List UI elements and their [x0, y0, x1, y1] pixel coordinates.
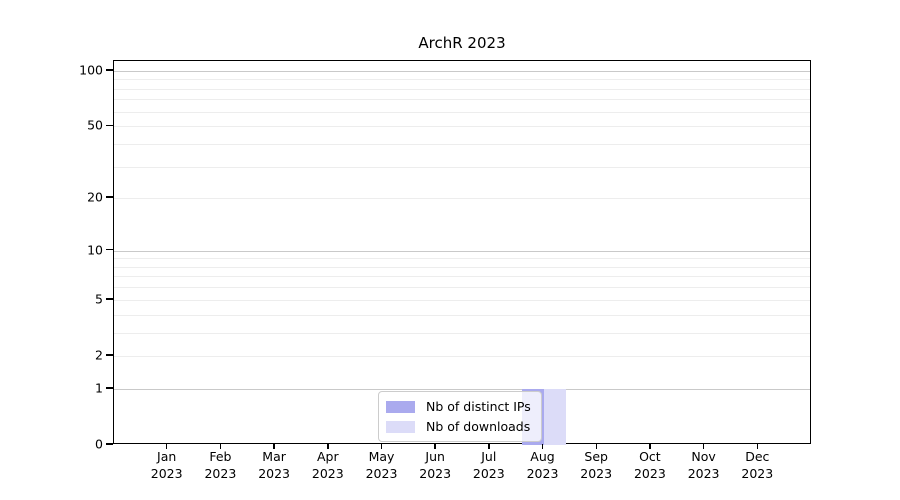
- y-tick-mark: [106, 298, 113, 300]
- x-tick-label: Oct 2023: [634, 449, 666, 482]
- x-tick-month: Dec: [745, 449, 770, 464]
- x-tick-label: Aug 2023: [527, 449, 559, 482]
- x-tick-mark: [756, 444, 759, 449]
- gridline-minor: [114, 126, 810, 128]
- gridline-minor: [114, 258, 810, 260]
- x-tick-mark: [165, 444, 168, 449]
- x-tick-year: 2023: [150, 465, 183, 481]
- x-tick-mark: [380, 444, 383, 449]
- x-tick-mark: [327, 444, 329, 449]
- y-tick-mark: [106, 69, 113, 71]
- x-tick-month: Jan: [157, 449, 177, 464]
- x-tick-month: May: [368, 449, 395, 464]
- legend-item: Nb of downloads: [386, 419, 531, 434]
- x-tick-mark: [649, 444, 651, 449]
- x-tick-year: 2023: [365, 465, 398, 481]
- x-tick-month: Jul: [481, 449, 497, 464]
- x-tick-mark: [488, 444, 490, 449]
- y-tick-label: 1: [95, 380, 103, 396]
- gridline-major: [114, 388, 810, 390]
- y-tick-mark: [106, 248, 113, 251]
- x-tick-year: 2023: [741, 465, 774, 481]
- gridline-minor: [114, 166, 810, 168]
- x-tick-year: 2023: [258, 465, 290, 481]
- x-tick-label: Feb 2023: [204, 449, 236, 482]
- y-tick-label: 20: [87, 189, 103, 205]
- x-tick-year: 2023: [526, 465, 559, 481]
- gridline-minor: [114, 79, 810, 81]
- x-tick-label: Dec 2023: [741, 449, 773, 482]
- gridline-minor: [114, 99, 810, 101]
- y-tick-label: 2: [95, 347, 103, 363]
- x-tick-mark: [702, 444, 705, 449]
- x-tick-year: 2023: [311, 465, 344, 481]
- x-tick-month: Oct: [639, 449, 661, 464]
- legend-item: Nb of distinct IPs: [386, 399, 531, 414]
- x-tick-year: 2023: [204, 465, 237, 481]
- x-tick-mark: [595, 444, 597, 449]
- x-tick-year: 2023: [687, 465, 720, 481]
- x-tick-year: 2023: [580, 465, 613, 481]
- legend-label: Nb of distinct IPs: [426, 399, 531, 414]
- x-tick-month: Sep: [584, 449, 608, 464]
- x-tick-year: 2023: [633, 465, 666, 481]
- gridline-major: [114, 250, 810, 252]
- gridline-minor: [114, 299, 810, 301]
- y-tick-mark: [106, 443, 113, 445]
- y-tick-label: 10: [87, 242, 103, 258]
- gridline-minor: [114, 266, 810, 268]
- bar-downloads: [543, 388, 566, 445]
- x-tick-month: Mar: [262, 449, 286, 464]
- x-tick-label: Nov 2023: [688, 449, 720, 482]
- legend-swatch-distinct-ips: [386, 400, 415, 413]
- gridline-major: [114, 70, 810, 72]
- x-tick-mark: [219, 444, 222, 449]
- gridline-minor: [114, 88, 810, 90]
- x-tick-month: Nov: [691, 449, 716, 464]
- x-tick-year: 2023: [419, 465, 452, 481]
- gridline-minor: [114, 314, 810, 316]
- x-tick-label: Mar 2023: [258, 449, 290, 482]
- legend: Nb of distinct IPs Nb of downloads: [378, 391, 542, 442]
- x-tick-label: Apr 2023: [312, 449, 344, 482]
- legend-label: Nb of downloads: [426, 419, 531, 434]
- y-tick-label: 5: [95, 291, 103, 307]
- gridline-minor: [114, 355, 810, 357]
- x-tick-year: 2023: [472, 465, 505, 481]
- y-tick-mark: [106, 124, 113, 126]
- y-tick-label: 100: [79, 62, 103, 78]
- gridline-minor: [114, 111, 810, 113]
- y-tick-mark: [106, 354, 113, 356]
- x-tick-month: Aug: [530, 449, 555, 464]
- x-tick-mark: [273, 444, 275, 449]
- gridline-minor: [114, 276, 810, 278]
- gridline-minor: [114, 143, 810, 145]
- y-tick-mark: [106, 387, 113, 389]
- x-tick-label: Sep 2023: [580, 449, 612, 482]
- plot-area: [113, 60, 811, 445]
- x-tick-label: Jul 2023: [473, 449, 505, 482]
- y-tick-mark: [106, 196, 113, 198]
- x-tick-month: Apr: [316, 449, 339, 464]
- x-tick-month: Feb: [209, 449, 232, 464]
- chart-title: ArchR 2023: [418, 34, 506, 52]
- x-tick-label: Jan 2023: [151, 449, 183, 482]
- x-tick-label: May 2023: [366, 449, 398, 482]
- y-tick-label: 50: [87, 117, 103, 133]
- x-tick-month: Jun: [425, 449, 445, 464]
- gridline-minor: [114, 332, 810, 334]
- x-tick-label: Jun 2023: [419, 449, 451, 482]
- legend-swatch-downloads: [386, 420, 415, 433]
- x-tick-mark: [434, 444, 436, 449]
- gridline-minor: [114, 287, 810, 289]
- gridline-minor: [114, 198, 810, 200]
- x-tick-mark: [541, 444, 544, 449]
- y-tick-label: 0: [95, 436, 103, 452]
